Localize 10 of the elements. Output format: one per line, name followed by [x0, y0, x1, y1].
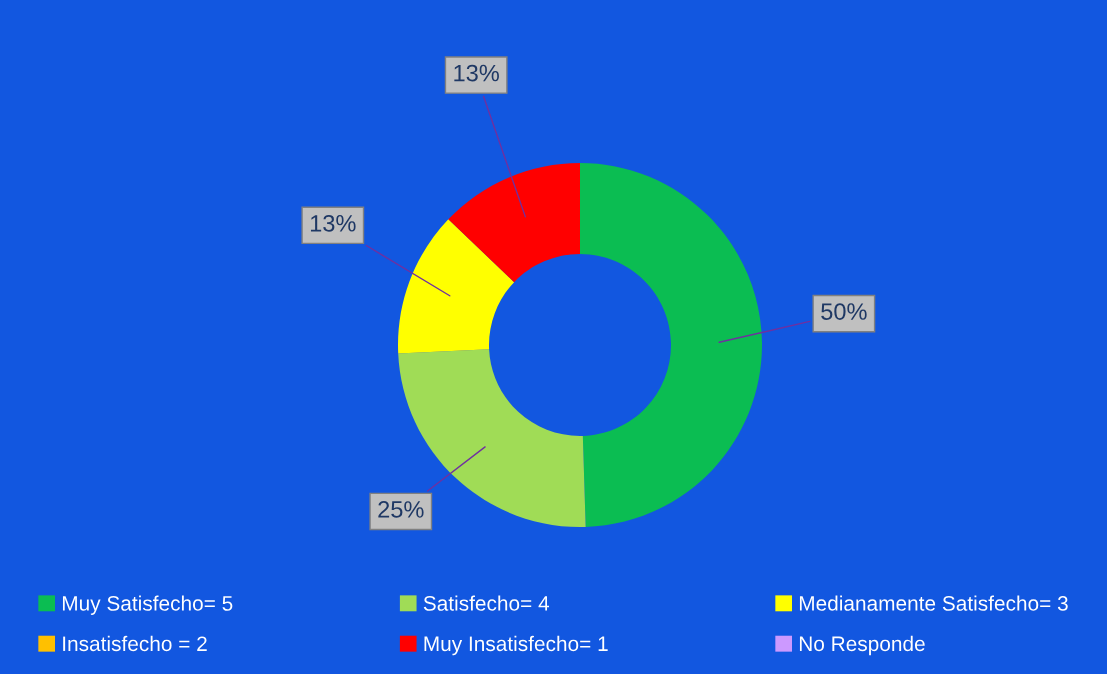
- data-label: 13%: [310, 214, 356, 232]
- legend-label: No Responde: [799, 635, 925, 656]
- legend-label: Muy Insatisfecho= 1: [424, 635, 608, 656]
- legend-label: Muy Satisfecho= 5: [62, 595, 233, 615]
- legend-label: Medianamente Satisfecho= 3: [799, 595, 1068, 611]
- legend-label: Satisfecho= 4: [423, 595, 550, 611]
- data-label: 25%: [378, 501, 424, 518]
- data-label: 13%: [454, 64, 499, 82]
- data-label: 50%: [821, 303, 867, 320]
- legend-label: Insatisfecho = 2: [63, 635, 207, 652]
